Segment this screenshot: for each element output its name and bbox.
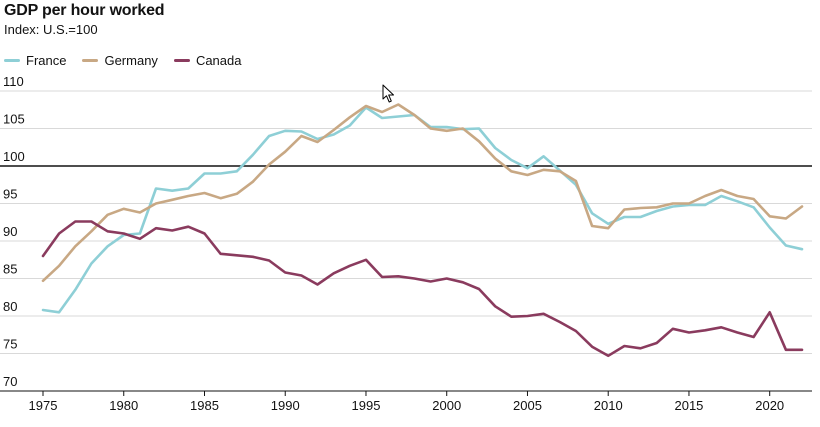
y-tick-label-70: 70 [3, 374, 17, 389]
x-tick-label-1975: 1975 [29, 398, 58, 413]
y-tick-label-90: 90 [3, 224, 17, 239]
x-tick-label-2005: 2005 [513, 398, 542, 413]
legend-swatch-france [4, 59, 20, 62]
y-tick-label-75: 75 [3, 337, 17, 352]
series-lines [41, 103, 804, 358]
legend: France Germany Canada [4, 53, 257, 68]
x-tick-label-1980: 1980 [109, 398, 138, 413]
y-tick-label-85: 85 [3, 262, 17, 277]
mouse-pointer-icon [382, 84, 396, 109]
legend-label-germany: Germany [104, 53, 158, 68]
gridlines [0, 90, 812, 392]
x-tick-label-1995: 1995 [352, 398, 381, 413]
y-tick-label-110: 110 [3, 74, 24, 89]
x-tick-label-1990: 1990 [271, 398, 300, 413]
legend-item-canada: Canada [173, 53, 242, 68]
legend-swatch-germany [82, 59, 99, 62]
chart-subtitle: Index: U.S.=100 [4, 22, 98, 37]
legend-label-canada: Canada [195, 53, 242, 68]
x-axis: 1975 1980 1985 1990 1995 2000 2005 2010 2015 2020 [0, 390, 812, 413]
series-line-france [41, 106, 804, 314]
legend-item-france: France [4, 53, 66, 68]
x-tick-label-2000: 2000 [432, 398, 461, 413]
legend-item-germany: Germany [82, 53, 158, 68]
x-tick-label-2015: 2015 [674, 398, 703, 413]
y-tick-label-95: 95 [3, 187, 17, 202]
y-tick-label-80: 80 [3, 299, 17, 314]
chart-title: GDP per hour worked [4, 2, 165, 19]
y-tick-label-100: 100 [3, 149, 25, 164]
series-line-canada [41, 220, 804, 358]
legend-swatch-canada [173, 59, 190, 62]
legend-label-france: France [26, 53, 67, 68]
x-tick-label-1985: 1985 [190, 398, 219, 413]
y-tick-labels: 70 75 80 85 90 95 100 105 110 [3, 74, 25, 389]
y-tick-label-105: 105 [3, 112, 25, 127]
series-line-germany [41, 103, 804, 283]
x-tick-label-2010: 2010 [594, 398, 623, 413]
x-tick-label-2020: 2020 [755, 398, 784, 413]
